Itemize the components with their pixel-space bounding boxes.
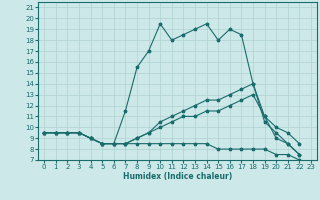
X-axis label: Humidex (Indice chaleur): Humidex (Indice chaleur) [123, 172, 232, 181]
